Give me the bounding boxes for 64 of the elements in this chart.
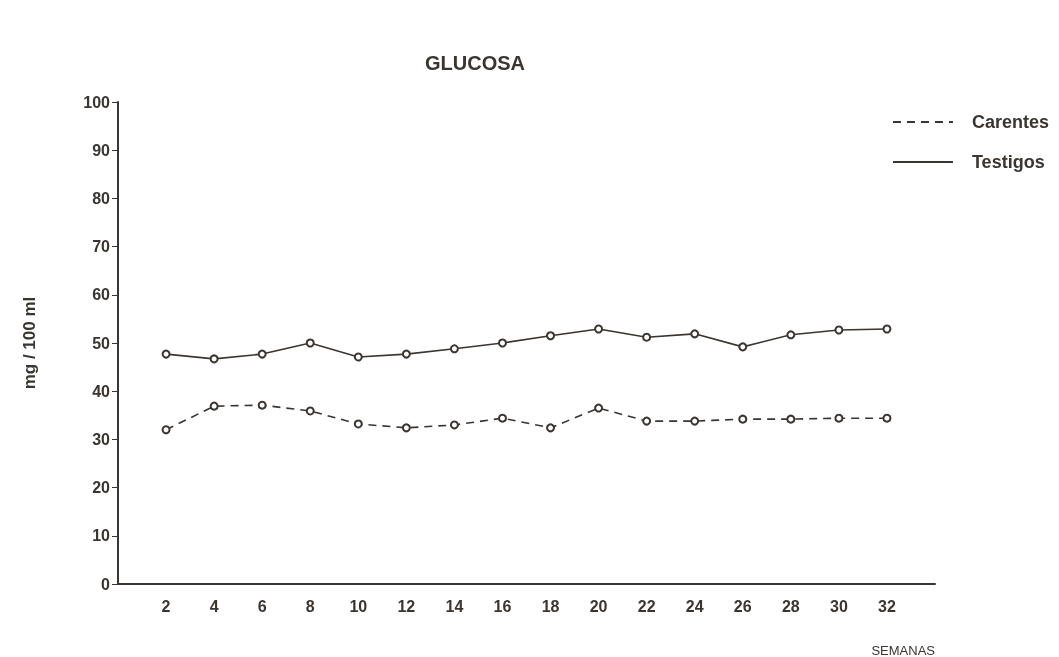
x-tick-label: 28 — [781, 597, 800, 615]
point — [834, 325, 844, 335]
point — [642, 416, 652, 426]
point — [882, 324, 892, 334]
chart-title: GLUCOSA — [425, 52, 525, 74]
point — [882, 413, 892, 423]
point — [257, 349, 267, 359]
x-tick-label: 22 — [637, 597, 656, 615]
point — [497, 413, 507, 423]
point — [786, 414, 796, 424]
point — [546, 331, 556, 341]
point — [161, 349, 171, 359]
x-tick-label: 2 — [161, 597, 171, 615]
point — [786, 330, 796, 340]
point — [449, 344, 459, 354]
x-tick-label: 4 — [209, 597, 219, 615]
point — [305, 338, 315, 348]
y-tick-label: 10 — [92, 527, 111, 545]
x-tick-label: 30 — [829, 597, 848, 615]
x-tick-label: 18 — [541, 597, 560, 615]
x-tick-label: 20 — [589, 597, 608, 615]
x-tick-label: 24 — [685, 597, 704, 615]
legend-label: Carentes — [971, 112, 1050, 132]
y-tick-label: 20 — [92, 479, 111, 497]
y-tick-label: 80 — [92, 189, 111, 207]
point — [497, 338, 507, 348]
y-tick-label: 70 — [92, 238, 111, 256]
y-tick-label: 0 — [101, 575, 111, 593]
point — [305, 406, 315, 416]
y-axis-title: mg / 100 ml — [20, 296, 39, 390]
point — [401, 423, 411, 433]
point — [834, 413, 844, 423]
point — [546, 423, 556, 433]
y-tick-label: 100 — [83, 93, 111, 111]
y-tick-label: 40 — [92, 382, 111, 400]
x-axis-title: SEMANAS — [871, 643, 936, 657]
legend-label: Testigos — [971, 152, 1045, 172]
x-tick-label: 32 — [878, 597, 896, 615]
point — [642, 332, 652, 342]
x-tick-label: 16 — [493, 597, 512, 615]
point — [353, 352, 363, 362]
point — [690, 329, 700, 339]
point — [209, 401, 219, 411]
point — [209, 354, 219, 364]
point — [161, 425, 171, 435]
x-tick-label: 14 — [445, 597, 464, 615]
y-tick-label: 30 — [92, 430, 111, 448]
point — [690, 416, 700, 426]
x-tick-label: 6 — [257, 597, 267, 615]
point — [738, 414, 748, 424]
point — [594, 324, 604, 334]
point — [449, 420, 459, 430]
y-tick-label: 50 — [92, 334, 111, 352]
point — [594, 403, 604, 413]
x-tick-label: 12 — [397, 597, 416, 615]
point — [353, 419, 363, 429]
x-tick-label: 10 — [349, 597, 368, 615]
point — [401, 349, 411, 359]
point — [738, 342, 748, 352]
y-tick-label: 90 — [92, 141, 111, 159]
point — [257, 400, 267, 410]
x-tick-label: 8 — [305, 597, 315, 615]
x-tick-label: 26 — [733, 597, 752, 615]
y-tick-label: 60 — [92, 286, 111, 304]
